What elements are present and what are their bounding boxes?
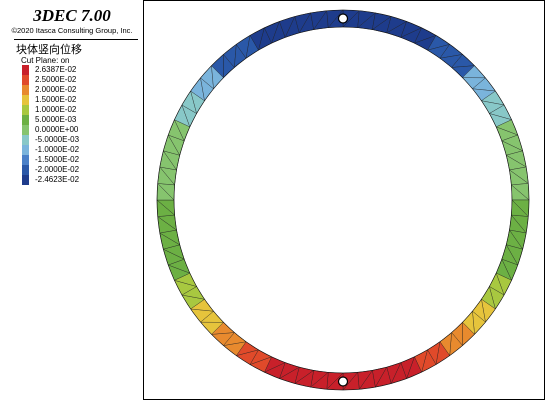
legend-label: -1.5000E-02 <box>35 155 80 164</box>
copyright-text: ©2020 Itasca Consulting Group, Inc. <box>11 26 133 35</box>
legend-swatch <box>22 115 29 125</box>
legend-swatch <box>22 145 29 155</box>
legend-label: -2.4623E-02 <box>35 175 80 184</box>
plot-title: 块体竖向位移 <box>16 43 82 56</box>
legend-swatch <box>22 85 29 95</box>
legend-swatch <box>22 155 29 165</box>
legend-swatch <box>22 165 29 175</box>
cut-plane-status: Cut Plane: on <box>21 56 70 65</box>
legend-swatch <box>22 105 29 115</box>
ring-outline <box>173 26 513 374</box>
legend-label: 1.0000E-02 <box>35 105 77 114</box>
legend-swatch <box>22 135 29 145</box>
legend-swatch <box>22 175 29 185</box>
legend-swatch <box>22 95 29 105</box>
legend-swatch <box>22 125 29 135</box>
legend-label: -1.0000E-02 <box>35 145 80 154</box>
legend-label: 2.5000E-02 <box>35 75 77 84</box>
model-view[interactable] <box>145 0 545 400</box>
legend-label: 2.0000E-02 <box>35 85 77 94</box>
legend-label: 5.0000E-03 <box>35 115 77 124</box>
bottom-marker-icon <box>337 376 349 387</box>
ring-model[interactable] <box>145 0 545 400</box>
legend-label: -5.0000E-03 <box>35 135 80 144</box>
legend-label: 0.0000E+00 <box>35 125 79 134</box>
top-marker-icon <box>337 13 349 24</box>
legend-label: -2.0000E-02 <box>35 165 80 174</box>
divider <box>14 39 138 40</box>
app-title: 3DEC 7.00 <box>33 6 111 25</box>
legend-label: 1.5000E-02 <box>35 95 77 104</box>
legend-swatch <box>22 65 29 75</box>
legend-panel: 3DEC 7.00 ©2020 Itasca Consulting Group,… <box>0 0 144 400</box>
ring-outline <box>156 9 530 391</box>
legend-swatch <box>22 75 29 85</box>
legend-label: 2.6387E-02 <box>35 65 77 74</box>
